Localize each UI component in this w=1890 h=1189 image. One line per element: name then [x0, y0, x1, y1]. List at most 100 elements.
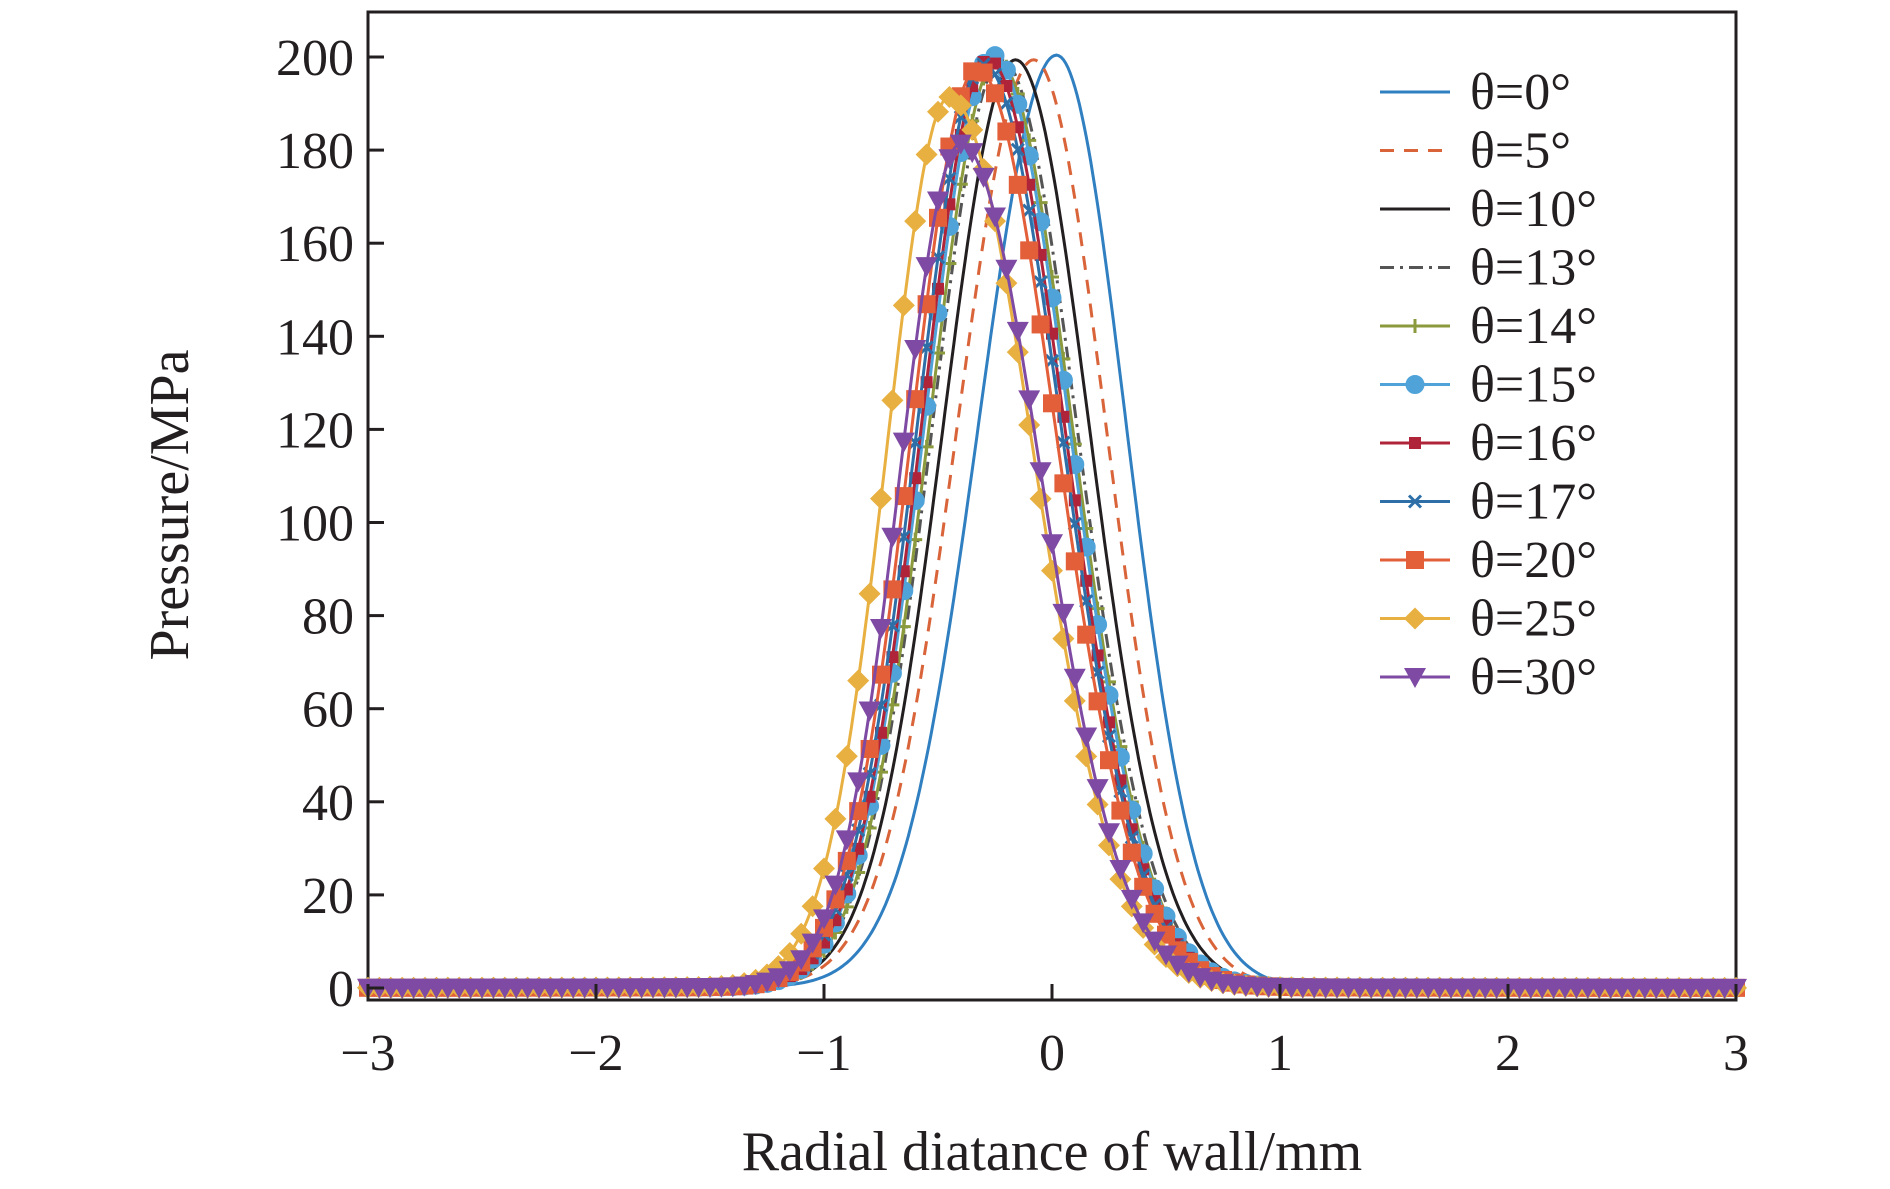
- data-point: [870, 618, 892, 639]
- data-point: [984, 207, 1006, 228]
- data-point: [778, 961, 801, 982]
- data-point: [790, 950, 813, 971]
- data-point: [997, 122, 1016, 141]
- data-point: [1166, 955, 1189, 976]
- data-point: [1011, 121, 1024, 134]
- data-point: [1033, 195, 1048, 210]
- data-point: [824, 807, 847, 830]
- legend-marker: [1408, 319, 1422, 333]
- data-point: [1020, 241, 1039, 260]
- data-point: [915, 257, 938, 278]
- legend-item-10: θ=30°: [1380, 649, 1597, 706]
- data-point: [972, 167, 995, 188]
- data-point: [929, 208, 947, 227]
- legend-marker: [1407, 494, 1423, 509]
- y-axis-label: Pressure/MPa: [139, 349, 201, 660]
- data-point: [756, 972, 778, 993]
- data-point: [1022, 203, 1037, 218]
- data-point: [949, 94, 972, 117]
- data-point: [927, 191, 949, 212]
- data-point: [1022, 133, 1037, 148]
- y-tick-label: 80: [302, 589, 354, 646]
- data-point: [1120, 889, 1143, 910]
- x-tick-label: −1: [796, 1025, 851, 1082]
- data-point: [1041, 559, 1063, 582]
- legend-item-8: θ=20°: [1380, 532, 1597, 589]
- legend-marker: [1406, 551, 1424, 569]
- data-point: [904, 339, 927, 360]
- data-point: [801, 933, 824, 954]
- data-point: [1056, 351, 1071, 366]
- y-tick-label: 60: [302, 682, 354, 739]
- data-point: [870, 487, 892, 510]
- data-point: [1033, 275, 1048, 290]
- data-point: [813, 909, 835, 930]
- axes-layer: −3 −2 −1 0 1 2 3 0 20 40 60 80 100 120 140 160 180 200: [276, 30, 1749, 1082]
- legend-item-9: θ=25°: [1380, 591, 1597, 648]
- legend-marker: [1405, 375, 1425, 394]
- data-point: [1006, 321, 1029, 342]
- data-point: [1111, 801, 1130, 820]
- data-point: [824, 875, 847, 896]
- data-point: [1143, 931, 1166, 952]
- legend-item-1: θ=5°: [1380, 123, 1571, 180]
- data-point: [1075, 745, 1098, 768]
- data-point: [1157, 925, 1175, 944]
- x-tick-label: −2: [568, 1025, 623, 1082]
- data-point: [1067, 437, 1082, 452]
- data-point: [1023, 178, 1036, 191]
- x-tick-label: 3: [1723, 1025, 1749, 1082]
- legend-label: θ=14°: [1470, 298, 1597, 355]
- data-point: [1054, 474, 1073, 493]
- data-point: [1018, 390, 1041, 411]
- data-point: [881, 389, 904, 412]
- y-tick-label: 120: [276, 402, 354, 459]
- data-point: [835, 830, 858, 851]
- data-point: [974, 63, 993, 82]
- data-point: [835, 745, 858, 768]
- data-point: [1177, 962, 1200, 983]
- legend-label: θ=16°: [1470, 415, 1597, 472]
- data-point: [1155, 945, 1177, 966]
- data-point: [1052, 603, 1075, 624]
- legend-label: θ=15°: [1470, 357, 1597, 414]
- legend-label: θ=30°: [1470, 649, 1597, 706]
- data-point: [1090, 601, 1105, 616]
- y-tick-label: 160: [276, 216, 354, 273]
- data-point: [1031, 315, 1050, 334]
- legend-item-6: θ=16°: [1380, 415, 1597, 472]
- legend: θ=0°θ=5°θ=10°θ=13°θ=14°θ=15°θ=16°θ=17°θ=…: [1380, 64, 1597, 706]
- data-point: [915, 143, 938, 166]
- data-point: [995, 272, 1018, 295]
- data-point: [1063, 689, 1086, 712]
- data-point: [961, 143, 984, 164]
- y-tick-label: 0: [328, 961, 354, 1018]
- data-point: [1041, 534, 1063, 555]
- legend-item-2: θ=10°: [1380, 181, 1597, 238]
- data-point: [847, 772, 870, 793]
- data-point: [813, 857, 835, 880]
- data-point: [1029, 462, 1052, 483]
- data-point: [892, 432, 915, 453]
- legend-label: θ=13°: [1470, 240, 1597, 297]
- legend-marker: [1404, 668, 1426, 688]
- legend-item-4: θ=14°: [1380, 298, 1597, 355]
- data-point: [1010, 142, 1025, 157]
- legend-item-0: θ=0°: [1380, 64, 1571, 121]
- x-tick-label: −3: [340, 1025, 395, 1082]
- data-point: [1109, 860, 1132, 881]
- y-tick-label: 180: [276, 123, 354, 180]
- y-tick-label: 40: [302, 775, 354, 832]
- legend-label: θ=10°: [1470, 181, 1597, 238]
- legend-label: θ=5°: [1470, 123, 1571, 180]
- y-tick-label: 100: [276, 496, 354, 553]
- y-tick-label: 20: [302, 868, 354, 925]
- data-point: [1077, 625, 1096, 644]
- data-point: [1132, 913, 1155, 934]
- data-point: [1122, 843, 1141, 862]
- data-point: [767, 968, 790, 989]
- data-point: [847, 669, 870, 692]
- x-tick-label: 2: [1495, 1025, 1521, 1082]
- data-point: [938, 149, 961, 170]
- legend-marker: [1409, 437, 1421, 449]
